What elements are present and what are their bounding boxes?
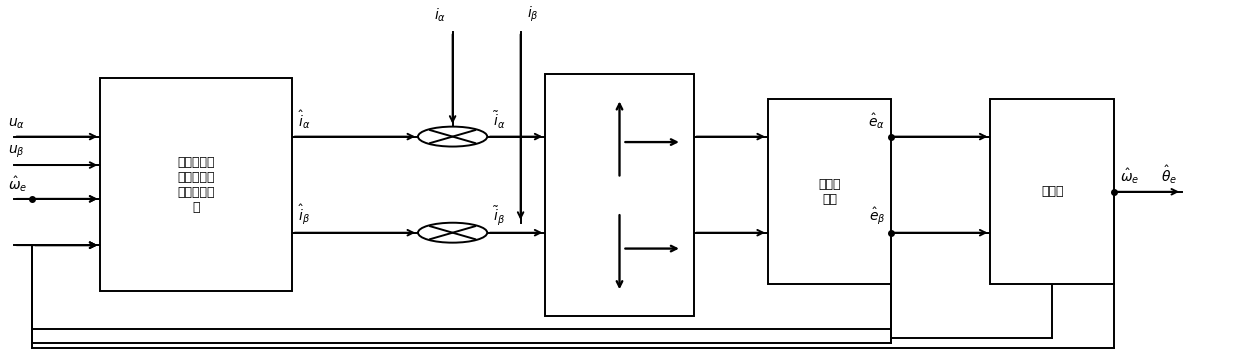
Circle shape — [418, 223, 487, 243]
Text: $\hat{\theta}_e$: $\hat{\theta}_e$ — [1161, 164, 1177, 186]
Text: 锁相环: 锁相环 — [1041, 185, 1063, 198]
Bar — [768, 99, 892, 284]
Text: 低通滤
波器: 低通滤 波器 — [819, 178, 841, 206]
Bar — [545, 74, 694, 316]
Text: $i_{\alpha}$: $i_{\alpha}$ — [435, 7, 446, 24]
Bar — [990, 99, 1114, 284]
Bar — [100, 78, 292, 292]
Circle shape — [418, 127, 487, 147]
Text: $\hat{\omega}_e$: $\hat{\omega}_e$ — [1120, 167, 1140, 186]
Text: $\hat{\omega}_e$: $\hat{\omega}_e$ — [7, 174, 27, 194]
Text: $i_{\beta}$: $i_{\beta}$ — [527, 5, 539, 24]
Text: $\hat{i}_{\alpha}$: $\hat{i}_{\alpha}$ — [299, 108, 311, 131]
Text: $\hat{e}_{\alpha}$: $\hat{e}_{\alpha}$ — [869, 112, 886, 131]
Text: $\hat{e}_{\beta}$: $\hat{e}_{\beta}$ — [869, 206, 886, 228]
Text: $\tilde{i}_{\alpha}$: $\tilde{i}_{\alpha}$ — [493, 110, 506, 131]
Text: $\tilde{i}_{\beta}$: $\tilde{i}_{\beta}$ — [493, 205, 506, 228]
Text: $u_{\alpha}$: $u_{\alpha}$ — [7, 117, 25, 131]
Text: 基于扩展反
电动势模型
的滑模观测
器: 基于扩展反 电动势模型 的滑模观测 器 — [177, 156, 214, 214]
Text: $u_{\beta}$: $u_{\beta}$ — [7, 143, 25, 160]
Text: $\hat{i}_{\beta}$: $\hat{i}_{\beta}$ — [299, 203, 310, 228]
